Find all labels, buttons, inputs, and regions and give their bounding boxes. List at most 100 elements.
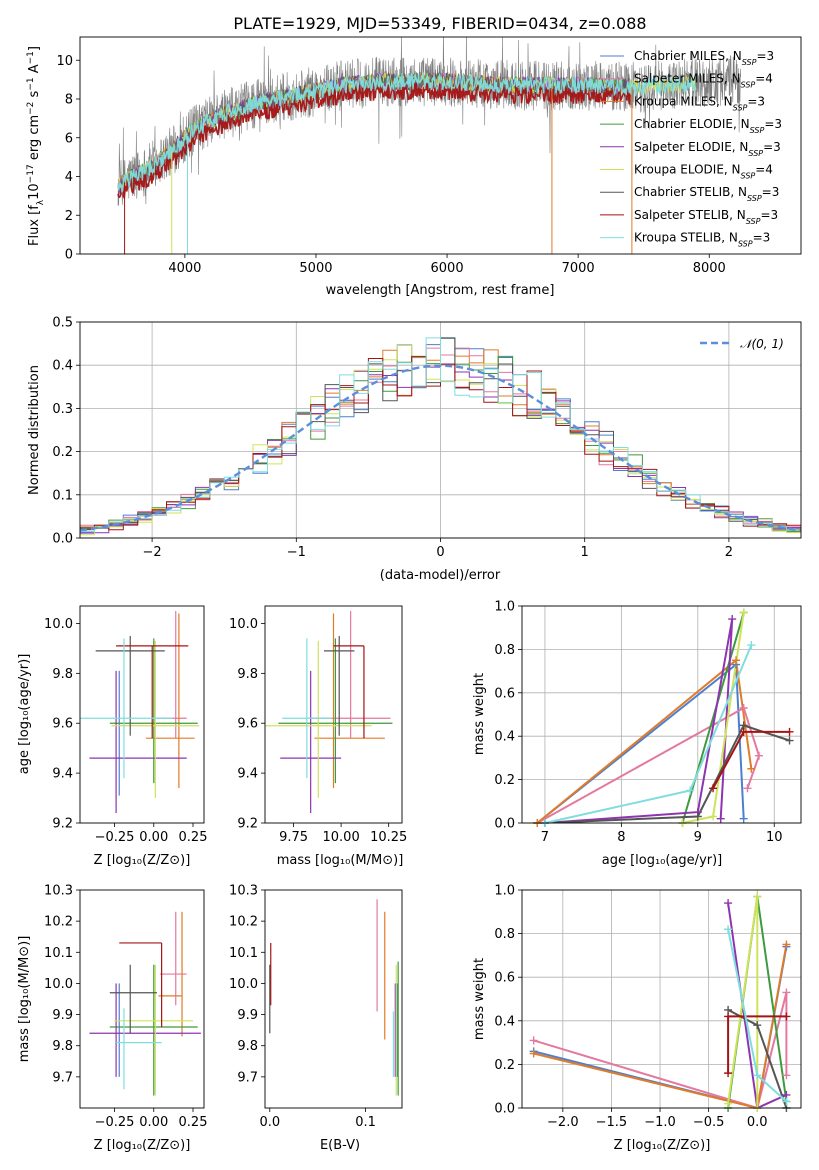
legend-sub: SSP — [738, 239, 753, 248]
axes-spectrum: 4000 5000 6000 7000 8000 0 2 4 6 8 10 wavelength [A… — [26, 36, 802, 298]
weight-marker — [753, 1021, 762, 1030]
axes-frame — [264, 889, 403, 1109]
y-tick-label: 10.1 — [229, 946, 258, 961]
y-tick-label: 9.8 — [52, 667, 73, 682]
y-tick-label: 0.3 — [52, 402, 73, 417]
legend-sub: SSP — [747, 194, 762, 203]
weight-marker — [753, 892, 762, 901]
y-tick-label: 9.8 — [237, 667, 258, 682]
model-spectrum — [117, 82, 631, 201]
legend-text: Salpeter STELIB, N — [634, 208, 746, 222]
legend-label: Chabrier STELIB, NSSP=3 — [634, 185, 779, 203]
y-tick-label: 0.2 — [494, 773, 515, 788]
axes-residuals: −2 −1 0 1 2 0.0 0.1 0.2 0.3 0.4 0.5 (data-model)/er… — [27, 316, 802, 583]
legend-text: Chabrier STELIB, N — [634, 185, 747, 199]
gaussian-curve — [80, 364, 801, 532]
weight-line — [533, 992, 788, 1108]
weight-marker — [724, 925, 733, 934]
legend-value: =3 — [756, 49, 774, 63]
weight-marker — [724, 1099, 733, 1108]
x-tick-label: 0.25 — [179, 830, 208, 845]
legend-sub: SSP — [741, 80, 756, 89]
legend-value: =4 — [755, 72, 773, 86]
weight-marker — [709, 812, 718, 821]
label-part: −17 — [26, 164, 36, 183]
y-tick-label: 0.2 — [52, 445, 73, 460]
label-part: −1 — [26, 77, 36, 90]
legend-label: Salpeter ELODIE, NSSP=3 — [634, 140, 781, 158]
legend-sub: SSP — [746, 216, 761, 225]
legend-sub: SSP — [750, 126, 765, 135]
plot-area — [80, 337, 801, 536]
legend-value: =3 — [763, 140, 781, 154]
y-tick-label: 0.0 — [494, 817, 515, 832]
y-tick-label: 8 — [65, 93, 73, 108]
weight-marker — [785, 727, 794, 736]
axes-frame — [521, 889, 802, 1109]
axes-age-vs-mass: 9.75 10.00 10.25 9.2 9.4 9.6 9.8 10.0 mass [log₁… — [229, 605, 407, 868]
y-axis-label: Normed distribution — [27, 365, 42, 495]
y-tick-label: 0.4 — [494, 1014, 515, 1029]
y-tick-label: 10.3 — [229, 884, 258, 899]
y-tick-label: 9.2 — [52, 817, 73, 832]
x-axis-label: mass [log₁₀(M/M⊙)] — [277, 853, 404, 868]
weight-marker — [785, 736, 794, 745]
weight-marker — [754, 751, 763, 760]
x-axis-label: age [log₁₀(age/yr)] — [602, 853, 723, 868]
weight-marker — [753, 1071, 762, 1080]
weight-marker — [724, 1012, 733, 1021]
weight-marker — [739, 814, 748, 823]
legend-value: =3 — [760, 208, 778, 222]
legend-value: =4 — [755, 163, 773, 177]
y-axis-label: mass [log₁₀(M/M⊙)] — [17, 936, 32, 1063]
weight-line — [533, 944, 788, 1108]
y-tick-label: 9.2 — [237, 817, 258, 832]
x-tick-label: 10.25 — [370, 830, 407, 845]
legend-value: =3 — [762, 185, 780, 199]
legend-text: Kroupa STELIB, N — [634, 231, 738, 245]
y-tick-label: 0.8 — [494, 927, 515, 942]
x-tick-label: −0.25 — [95, 1115, 135, 1130]
axes-mass-vs-Z: −0.25 0.00 0.25 9.7 9.8 9.9 10.0 10.1 10.2 10.3 Z … — [17, 884, 207, 1154]
x-tick-label: 0.00 — [139, 1115, 168, 1130]
legend-text: Salpeter ELODIE, N — [634, 140, 748, 154]
y-axis-label: age [log₁₀(age/yr)] — [17, 654, 32, 775]
weight-marker — [747, 764, 756, 773]
x-tick-label: 8 — [617, 830, 625, 845]
axes-frame — [79, 36, 802, 255]
y-tick-label: 10.3 — [44, 884, 73, 899]
y-tick-label: 0.0 — [52, 532, 73, 547]
plot-area — [89, 911, 201, 1096]
x-tick-label: 9.75 — [279, 830, 308, 845]
x-axis-label: wavelength [Angstrom, rest frame] — [326, 283, 555, 298]
label-part: erg cm — [27, 115, 42, 164]
x-tick-label: 7 — [541, 830, 549, 845]
legend-label: Salpeter STELIB, NSSP=3 — [634, 208, 778, 226]
y-tick-label: 0.8 — [494, 643, 515, 658]
legend-value: =3 — [753, 231, 771, 245]
y-tick-label: 9.8 — [52, 1039, 73, 1054]
x-axis-label: Z [log₁₀(Z/Z⊙)] — [614, 1138, 711, 1153]
y-tick-label: 6 — [65, 131, 73, 146]
weight-marker — [782, 940, 791, 949]
y-tick-label: 0.2 — [494, 1058, 515, 1073]
x-tick-label: −2 — [143, 545, 162, 560]
y-tick-label: 1.0 — [494, 884, 515, 899]
legend-label: Chabrier ELODIE, NSSP=3 — [634, 117, 782, 135]
label-part: 10 — [27, 183, 42, 200]
label-part: Flux [f — [27, 205, 42, 246]
y-tick-label: 0.5 — [52, 316, 73, 331]
axes-frame — [264, 605, 403, 824]
x-tick-label: 1 — [581, 545, 589, 560]
weight-line — [681, 612, 745, 823]
x-tick-label: 5000 — [299, 261, 332, 276]
weight-marker — [747, 641, 756, 650]
axes-frame — [521, 605, 802, 824]
legend-label: Chabrier MILES, NSSP=3 — [634, 49, 774, 67]
y-tick-label: 9.6 — [237, 717, 258, 732]
y-axis-label: mass weight — [472, 958, 487, 1040]
y-tick-label: 0.4 — [494, 730, 515, 745]
plot-area — [80, 610, 200, 814]
